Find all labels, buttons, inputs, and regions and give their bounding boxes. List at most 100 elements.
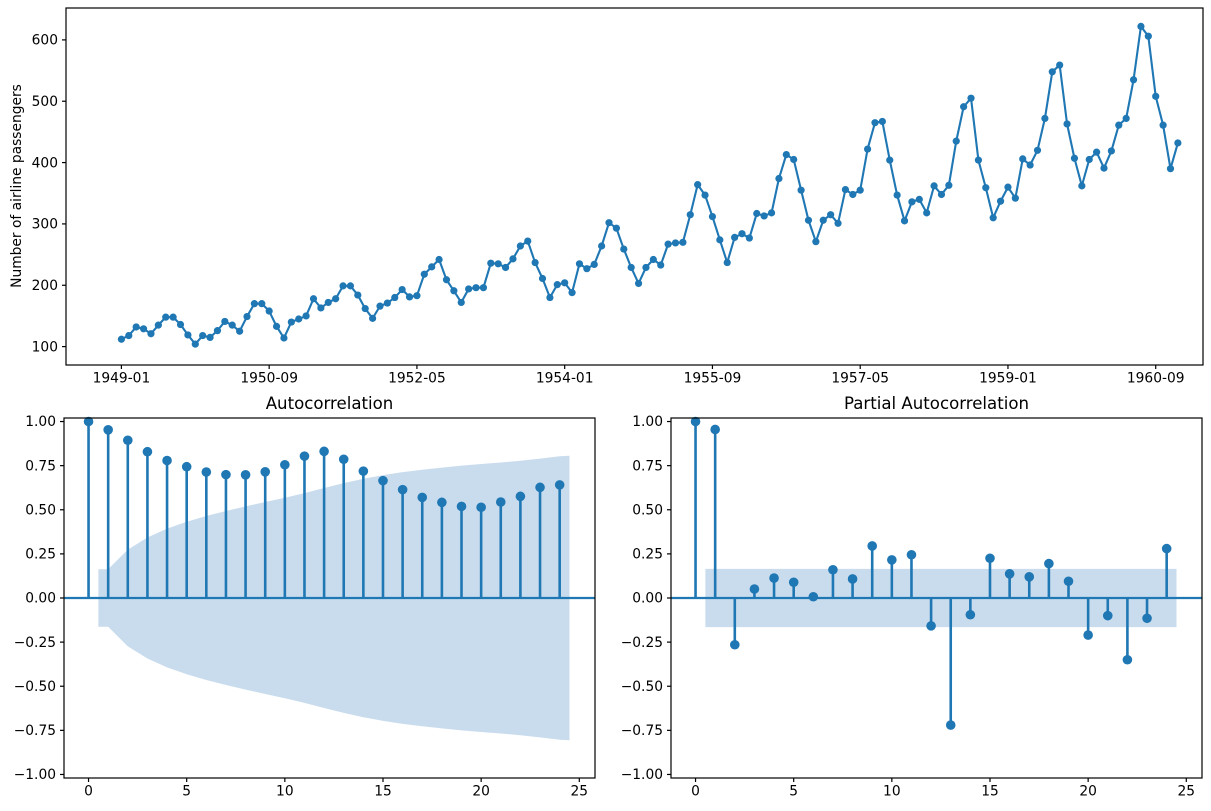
data-point-marker xyxy=(583,265,591,273)
x-tick-label: 0 xyxy=(84,784,93,800)
data-point-marker xyxy=(1115,121,1123,129)
data-point-marker xyxy=(620,245,628,253)
stem-marker xyxy=(847,574,858,584)
stem-marker xyxy=(965,609,976,620)
data-point-marker xyxy=(1026,161,1034,169)
stem-marker xyxy=(515,491,526,502)
stem-marker xyxy=(495,497,506,507)
data-point-marker xyxy=(206,333,214,341)
data-point-marker xyxy=(960,103,968,111)
stem-marker xyxy=(1063,576,1074,587)
data-point-marker xyxy=(708,212,717,221)
y-tick-label: −1.00 xyxy=(14,767,56,783)
y-tick-label: 0.00 xyxy=(632,591,663,607)
data-point-marker xyxy=(516,242,524,250)
data-point-marker xyxy=(790,155,798,164)
data-point-marker xyxy=(176,320,185,329)
y-axis-label: Number of airline passengers xyxy=(9,84,25,288)
y-tick-label: 300 xyxy=(32,217,58,233)
x-tick-label: 10 xyxy=(883,784,901,800)
data-point-marker xyxy=(457,298,465,307)
stem-marker xyxy=(476,502,486,513)
stem-marker xyxy=(690,416,701,427)
x-tick-label: 25 xyxy=(1178,784,1196,800)
data-point-marker xyxy=(900,217,909,225)
y-tick-label: 0.50 xyxy=(632,502,663,518)
data-point-marker xyxy=(982,184,990,192)
data-point-marker xyxy=(767,209,776,217)
stem-marker xyxy=(123,435,133,446)
stem-marker xyxy=(162,455,172,466)
data-point-marker xyxy=(1174,139,1182,147)
stem-marker xyxy=(103,425,113,435)
data-point-marker xyxy=(154,321,162,329)
x-tick-label: 1954-01 xyxy=(536,371,594,387)
stem-marker xyxy=(1161,543,1172,554)
stem-marker xyxy=(1083,630,1093,640)
data-point-marker xyxy=(849,190,857,199)
data-point-marker xyxy=(1122,114,1130,123)
data-point-marker xyxy=(361,304,369,313)
data-point-marker xyxy=(923,209,931,217)
data-point-marker xyxy=(413,292,421,300)
stem-marker xyxy=(887,555,897,565)
y-tick-label: −1.00 xyxy=(621,767,663,783)
stem-marker xyxy=(828,564,838,575)
data-point-marker xyxy=(354,291,362,299)
data-point-marker xyxy=(1033,146,1042,154)
passengers-plot: 1949-01 1950-09 1952-05 1954-01 1955-09 1957-… xyxy=(32,7,1204,387)
data-point-marker xyxy=(642,263,650,272)
stem-marker xyxy=(1102,610,1113,621)
data-point-marker xyxy=(243,312,251,321)
data-point-marker xyxy=(561,279,569,287)
data-point-marker xyxy=(391,293,399,302)
x-tick-label: 1950-09 xyxy=(240,371,298,387)
data-point-marker xyxy=(383,299,391,307)
data-point-marker xyxy=(1056,61,1064,69)
data-point-marker xyxy=(893,191,901,199)
data-point-marker xyxy=(1152,92,1160,100)
x-tick-label: 10 xyxy=(276,784,294,800)
data-point-marker xyxy=(420,270,428,278)
data-point-marker xyxy=(405,293,414,301)
data-point-marker xyxy=(745,234,753,242)
data-point-marker xyxy=(664,240,672,248)
stem-marker xyxy=(358,466,369,476)
x-tick-label: 25 xyxy=(571,784,589,800)
axes-frame xyxy=(670,417,1203,779)
data-point-marker xyxy=(812,238,820,246)
data-point-marker xyxy=(324,298,332,307)
stem-marker xyxy=(280,459,290,470)
y-tick-label: 0.75 xyxy=(25,458,56,474)
data-point-marker xyxy=(538,274,547,283)
x-tick-label: 0 xyxy=(691,784,700,800)
data-point-marker xyxy=(302,312,310,320)
y-tick-label: −0.50 xyxy=(14,679,56,695)
stem-marker xyxy=(260,467,271,477)
stem-marker xyxy=(867,541,878,551)
stem-marker xyxy=(299,451,310,461)
data-point-marker xyxy=(442,276,451,284)
data-point-marker xyxy=(575,260,584,268)
data-point-marker xyxy=(139,325,148,333)
data-point-marker xyxy=(738,230,746,238)
stem-marker xyxy=(945,720,956,730)
stem-marker xyxy=(456,501,467,512)
x-tick-label: 1960-09 xyxy=(1127,371,1185,387)
data-point-marker xyxy=(1070,154,1079,162)
data-point-marker xyxy=(1078,182,1086,190)
data-point-marker xyxy=(509,255,517,263)
data-point-marker xyxy=(191,340,199,348)
stem-marker xyxy=(437,497,447,508)
data-point-marker xyxy=(731,233,739,242)
data-point-marker xyxy=(996,197,1005,205)
x-tick-label: 20 xyxy=(1079,784,1097,800)
data-point-marker xyxy=(472,284,480,292)
data-point-marker xyxy=(701,191,709,199)
stem-marker xyxy=(535,482,545,493)
data-point-marker xyxy=(598,242,606,250)
y-tick-label: 0.25 xyxy=(25,547,56,563)
x-tick-label: 1959-01 xyxy=(979,371,1037,387)
data-point-marker xyxy=(1011,194,1019,202)
